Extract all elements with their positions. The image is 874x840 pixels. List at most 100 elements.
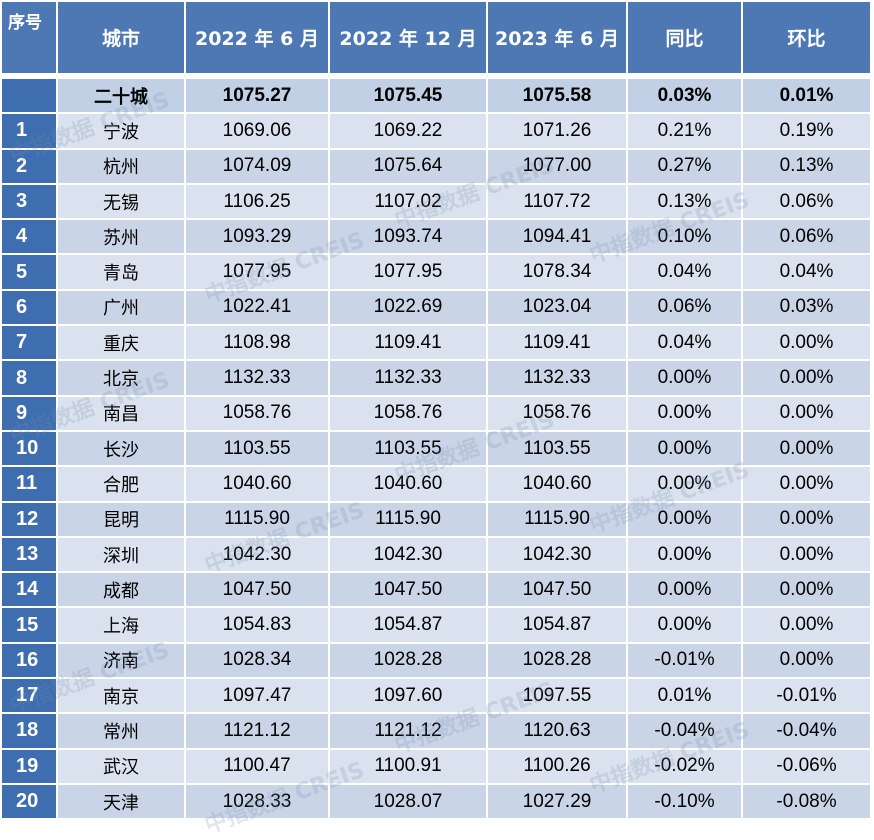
row-yoy: 0.00% (628, 396, 741, 430)
row-city: 成都 (58, 573, 184, 607)
row-value-2022-dec: 1042.30 (330, 537, 486, 572)
table-row: 5 青岛 1077.95 1077.95 1078.34 0.04% 0.04% (2, 255, 870, 289)
row-city: 昆明 (58, 502, 184, 536)
row-value-2023-jun: 1042.30 (488, 537, 626, 572)
row-value-2022-dec: 1058.76 (330, 396, 486, 430)
row-city: 苏州 (58, 220, 184, 254)
table-row: 1 宁波 1069.06 1069.22 1071.26 0.21% 0.19% (2, 114, 870, 148)
row-yoy: 0.00% (628, 537, 741, 572)
row-city: 常州 (58, 714, 184, 748)
row-index (2, 79, 56, 113)
row-value-2022-jun: 1132.33 (186, 361, 328, 395)
row-index: 5 (2, 255, 56, 289)
row-city: 青岛 (58, 255, 184, 289)
row-value-2022-dec: 1100.91 (330, 749, 486, 783)
row-value-2022-dec: 1109.41 (330, 326, 486, 360)
row-city: 上海 (58, 608, 184, 642)
row-value-2023-jun: 1023.04 (488, 290, 626, 325)
row-value-2022-jun: 1058.76 (186, 396, 328, 430)
row-yoy: 0.21% (628, 114, 741, 148)
table-row: 13 深圳 1042.30 1042.30 1042.30 0.00% 0.00% (2, 537, 870, 572)
row-city: 北京 (58, 361, 184, 395)
row-value-2023-jun: 1054.87 (488, 608, 626, 642)
row-mom: 0.03% (743, 290, 870, 325)
table-row: 19 武汉 1100.47 1100.91 1100.26 -0.02% -0.06% (2, 749, 870, 783)
row-value-2023-jun: 1100.26 (488, 749, 626, 783)
row-value-2023-jun: 1132.33 (488, 361, 626, 395)
table-row: 3 无锡 1106.25 1107.02 1107.72 0.13% 0.06% (2, 184, 870, 219)
row-value-2022-dec: 1028.28 (330, 643, 486, 678)
row-mom: 0.01% (743, 79, 870, 113)
row-value-2022-dec: 1069.22 (330, 114, 486, 148)
table-row: 10 长沙 1103.55 1103.55 1103.55 0.00% 0.00% (2, 431, 870, 466)
row-mom: 0.00% (743, 537, 870, 572)
table-row: 6 广州 1022.41 1022.69 1023.04 0.06% 0.03% (2, 290, 870, 325)
row-city: 杭州 (58, 149, 184, 183)
row-index: 19 (2, 749, 56, 783)
row-index: 9 (2, 396, 56, 430)
row-yoy: 0.00% (628, 608, 741, 642)
row-yoy: -0.04% (628, 714, 741, 748)
header-spacer (2, 75, 870, 77)
row-value-2022-jun: 1028.34 (186, 643, 328, 678)
row-value-2022-jun: 1077.95 (186, 255, 328, 289)
table-header: 序号 城市 2022 年 6 月 2022 年 12 月 2023 年 6 月 … (2, 2, 870, 73)
row-city: 重庆 (58, 326, 184, 360)
table-row: 12 昆明 1115.90 1115.90 1115.90 0.00% 0.00% (2, 502, 870, 536)
row-yoy: 0.01% (628, 679, 741, 713)
row-mom: 0.06% (743, 220, 870, 254)
row-value-2023-jun: 1027.29 (488, 784, 626, 819)
row-city: 南京 (58, 679, 184, 713)
row-mom: 0.19% (743, 114, 870, 148)
table-row: 11 合肥 1040.60 1040.60 1040.60 0.00% 0.00% (2, 467, 870, 501)
table-row: 7 重庆 1108.98 1109.41 1109.41 0.04% 0.00% (2, 326, 870, 360)
header-2023-jun: 2023 年 6 月 (488, 2, 626, 73)
row-value-2022-jun: 1115.90 (186, 502, 328, 536)
row-mom: 0.00% (743, 608, 870, 642)
row-mom: -0.01% (743, 679, 870, 713)
row-index: 1 (2, 114, 56, 148)
row-index: 16 (2, 643, 56, 678)
row-index: 4 (2, 220, 56, 254)
row-mom: 0.00% (743, 643, 870, 678)
table-row: 4 苏州 1093.29 1093.74 1094.41 0.10% 0.06% (2, 220, 870, 254)
row-index: 10 (2, 431, 56, 466)
row-mom: 0.00% (743, 326, 870, 360)
row-yoy: 0.03% (628, 79, 741, 113)
table-row: 15 上海 1054.83 1054.87 1054.87 0.00% 0.00% (2, 608, 870, 642)
row-mom: 0.00% (743, 361, 870, 395)
row-yoy: -0.02% (628, 749, 741, 783)
table-row: 18 常州 1121.12 1121.12 1120.63 -0.04% -0.04% (2, 714, 870, 748)
row-value-2022-jun: 1022.41 (186, 290, 328, 325)
row-value-2022-jun: 1075.27 (186, 79, 328, 113)
row-index: 17 (2, 679, 56, 713)
row-yoy: 0.00% (628, 431, 741, 466)
row-index: 7 (2, 326, 56, 360)
row-value-2023-jun: 1103.55 (488, 431, 626, 466)
row-yoy: 0.00% (628, 467, 741, 501)
price-index-table: 序号 城市 2022 年 6 月 2022 年 12 月 2023 年 6 月 … (2, 2, 870, 819)
row-index: 20 (2, 784, 56, 819)
row-mom: 0.06% (743, 184, 870, 219)
row-value-2022-dec: 1115.90 (330, 502, 486, 536)
row-yoy: 0.00% (628, 502, 741, 536)
table-row: 14 成都 1047.50 1047.50 1047.50 0.00% 0.00% (2, 573, 870, 607)
row-city: 南昌 (58, 396, 184, 430)
row-value-2023-jun: 1028.28 (488, 643, 626, 678)
row-value-2022-jun: 1097.47 (186, 679, 328, 713)
row-yoy: 0.04% (628, 326, 741, 360)
row-mom: 0.00% (743, 431, 870, 466)
row-mom: -0.08% (743, 784, 870, 819)
row-value-2022-jun: 1028.33 (186, 784, 328, 819)
header-yoy: 同比 (628, 2, 741, 73)
table-row: 2 杭州 1074.09 1075.64 1077.00 0.27% 0.13% (2, 149, 870, 183)
row-value-2022-dec: 1097.60 (330, 679, 486, 713)
row-yoy: 0.13% (628, 184, 741, 219)
row-index: 14 (2, 573, 56, 607)
row-city: 无锡 (58, 184, 184, 219)
row-index: 18 (2, 714, 56, 748)
row-city: 广州 (58, 290, 184, 325)
row-yoy: 0.10% (628, 220, 741, 254)
row-value-2022-jun: 1054.83 (186, 608, 328, 642)
row-value-2022-dec: 1047.50 (330, 573, 486, 607)
